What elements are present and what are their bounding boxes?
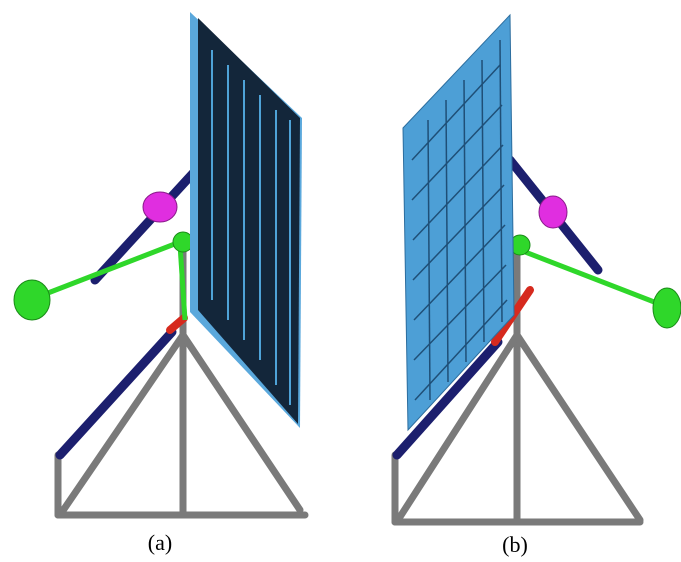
counterweight-arm	[35, 240, 185, 298]
panel-a	[14, 12, 305, 515]
counterweight	[143, 192, 177, 222]
counterweight	[14, 280, 50, 320]
frame-leg	[62, 335, 183, 512]
counterweight	[653, 288, 681, 328]
caption: (a)	[148, 530, 172, 555]
panel-back	[198, 18, 300, 424]
figure: (a) (b)	[0, 0, 681, 562]
frame-leg	[517, 335, 640, 520]
panel-b	[395, 15, 681, 522]
counterweight	[539, 196, 567, 228]
caption: (b)	[502, 532, 528, 557]
